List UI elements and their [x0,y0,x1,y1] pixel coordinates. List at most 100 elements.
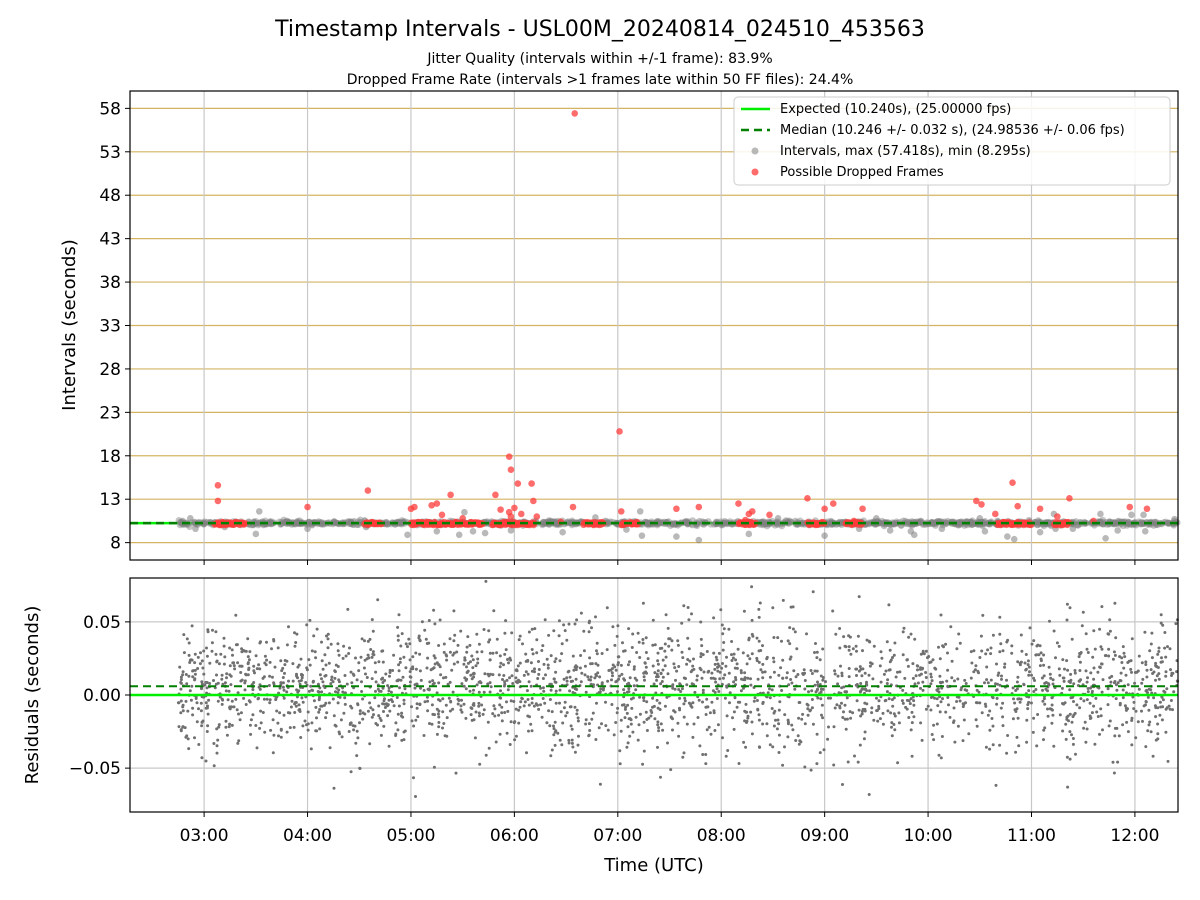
interval-point [695,536,703,544]
residual-point [548,682,552,686]
residual-point [1157,650,1161,653]
residual-point [329,682,333,686]
residual-point [594,662,598,666]
residual-point [198,662,202,666]
residual-point [1075,703,1079,707]
residual-point [299,736,303,739]
residual-point [333,723,337,727]
residual-point [1130,743,1134,747]
residual-point [606,728,610,732]
residual-point [934,667,938,671]
residual-point [820,713,823,717]
interval-point [723,519,731,527]
residual-point [733,666,737,670]
residual-point [208,661,212,665]
residual-point [721,632,725,636]
residual-point [262,697,266,701]
residual-point [1047,682,1050,686]
residual-point [682,751,686,755]
residual-point [616,655,620,659]
interval-point [334,520,342,527]
residual-point [819,697,823,701]
residual-point [697,698,701,702]
residual-point [872,644,876,648]
residual-point [1114,636,1118,640]
residual-point [246,655,250,659]
residual-point [387,686,391,690]
interval-point [721,517,728,525]
residual-point [727,627,731,631]
residual-point [193,672,197,676]
residual-point [537,668,541,671]
residual-point [664,655,668,659]
residual-point [859,682,863,685]
residual-point [1062,676,1066,680]
residual-point [297,703,301,707]
residual-point [827,725,830,729]
residual-point [665,695,669,699]
residual-point [1047,665,1051,669]
residual-point [656,720,660,724]
interval-point [930,520,937,528]
dropped-frame-point [530,497,537,505]
residual-point [554,657,558,661]
interval-point [956,519,964,526]
residual-point [777,751,781,754]
residual-point [443,734,447,738]
residual-point [505,700,508,704]
residual-point [1057,644,1061,648]
residual-point [466,661,470,665]
residual-point [1000,677,1003,681]
interval-point [865,519,873,526]
residual-point [1088,701,1092,705]
residual-point [225,676,228,680]
dropped-frame-point [505,453,513,460]
residual-point [922,652,926,656]
residual-point [242,696,246,700]
residual-point [689,670,693,674]
residual-point [916,681,920,685]
residual-point [444,675,448,679]
residual-point [777,708,781,712]
residual-point [743,719,747,723]
interval-point [1113,520,1121,527]
residual-point [418,702,422,706]
dropped-frame-point [241,519,249,527]
residual-point [300,696,304,700]
residual-point [398,660,402,664]
residual-point [552,733,556,737]
residual-point [915,664,919,668]
interval-point [670,519,677,527]
residual-point [753,696,757,700]
residual-point [1001,715,1005,719]
residual-point [842,635,846,639]
residual-point [263,730,267,734]
residual-point [331,680,335,684]
residual-point [765,722,769,726]
residual-point [565,711,569,715]
residual-point [701,753,705,756]
interval-point [294,520,302,527]
residual-point [411,655,415,659]
interval-point [873,515,880,522]
residual-point [716,723,720,727]
residual-point [755,699,759,702]
residual-point [221,682,225,686]
residual-point [848,635,852,639]
residuals-reference-lines [130,685,1178,697]
residual-point [1098,732,1101,736]
residual-point [497,673,501,677]
residual-point [739,669,743,673]
residual-point [495,651,499,655]
residual-point [396,712,400,716]
residual-point [914,674,918,678]
residual-point [556,731,560,735]
interval-point [178,520,185,527]
residual-point [316,682,320,686]
residual-point [989,652,993,656]
residual-point [463,676,467,680]
residual-point [750,720,754,724]
residual-point [360,690,364,693]
residual-point [408,670,412,674]
residual-point [1068,730,1072,734]
